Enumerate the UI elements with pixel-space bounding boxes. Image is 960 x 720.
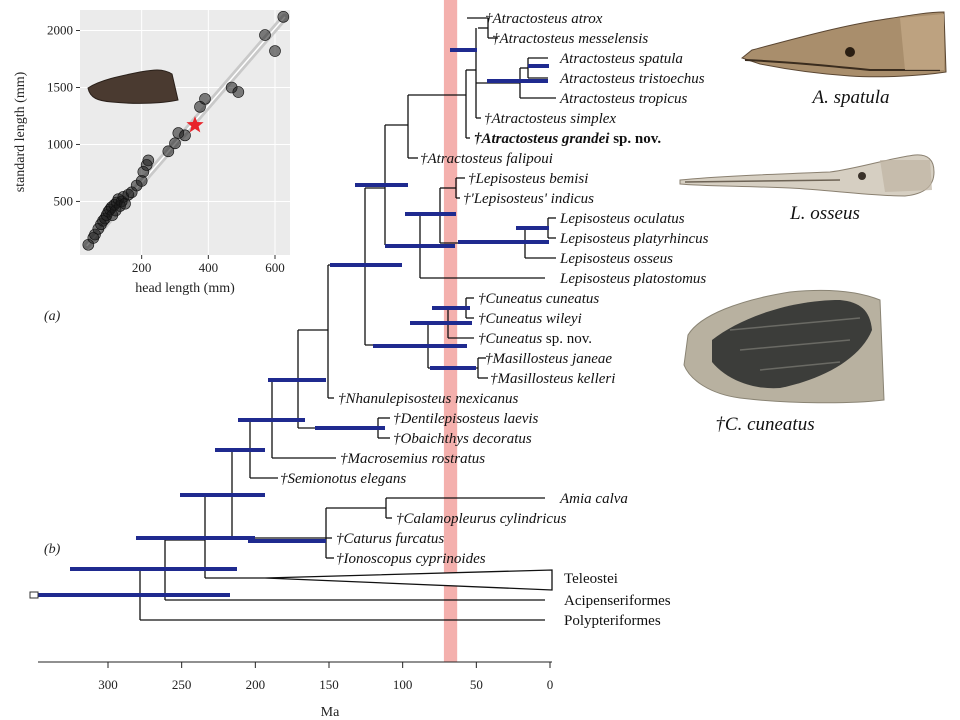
panel-label-b: (b) bbox=[44, 542, 61, 557]
scatter-point bbox=[162, 145, 175, 158]
panel-label-a: (a) bbox=[44, 309, 61, 324]
scatter-point bbox=[142, 154, 155, 167]
taxon-label: Polypteriformes bbox=[564, 613, 661, 629]
scatter-point bbox=[179, 129, 191, 142]
taxon-label: Lepisosteus platostomus bbox=[559, 271, 706, 287]
a-spatula-skull-photo bbox=[740, 11, 947, 78]
c-cuneatus-fossil-photo bbox=[683, 289, 885, 404]
taxon-label: †Calamopleurus cylindricus bbox=[396, 511, 567, 527]
inset-y-tick-label: 1000 bbox=[47, 136, 73, 151]
taxon-label: Lepisosteus osseus bbox=[559, 251, 673, 267]
inset-y-axis-label: standard length (mm) bbox=[13, 71, 28, 192]
inset-y-tick-label: 500 bbox=[54, 193, 74, 208]
divergence-confidence-bars bbox=[29, 48, 549, 599]
inset-x-tick-label: 400 bbox=[199, 260, 219, 275]
taxon-label: †Atractosteus messelensis bbox=[492, 31, 648, 47]
scatter-point bbox=[199, 93, 211, 105]
time-tick-label: 50 bbox=[470, 677, 483, 692]
taxon-label: †Lepisosteus bemisi bbox=[468, 171, 588, 187]
taxon-label: Atractosteus tropicus bbox=[559, 91, 688, 107]
taxon-label: †Masillosteus janeae bbox=[485, 351, 612, 367]
time-axis-label: Ma bbox=[321, 705, 340, 720]
taxon-labels: †Atractosteus atrox †Atractosteus messel… bbox=[280, 11, 709, 629]
scatter-point bbox=[259, 29, 271, 41]
taxon-label: †Cuneatus sp. nov. bbox=[478, 331, 592, 347]
scatter-point bbox=[277, 11, 290, 23]
taxon-label: †Nhanulepisosteus mexicanus bbox=[338, 391, 519, 407]
l-osseus-caption: L. osseus bbox=[789, 203, 860, 224]
inset-y-tick-label: 1500 bbox=[47, 79, 73, 94]
taxon-label: †Masillosteus kelleri bbox=[490, 371, 615, 387]
taxon-label: Teleostei bbox=[564, 571, 618, 587]
taxon-label: †Cuneatus cuneatus bbox=[478, 291, 599, 307]
taxon-label: Amia calva bbox=[559, 491, 628, 507]
taxon-label-new-species: †Atractosteus grandei sp. nov. bbox=[474, 131, 661, 147]
taxon-label: †Semionotus elegans bbox=[280, 471, 406, 487]
time-tick-label: 300 bbox=[98, 677, 118, 692]
taxon-label: †'Lepisosteus' indicus bbox=[463, 191, 594, 207]
inset-y-tick-label: 2000 bbox=[47, 23, 73, 38]
kpg-highlight-band bbox=[443, 0, 458, 662]
scatter-point bbox=[269, 45, 281, 57]
jaw-fossil-photo bbox=[87, 69, 179, 104]
inset-scatter-chart: 200 400 600 500 1000 1500 2000 head length (mm… bbox=[13, 10, 290, 296]
taxon-label: †Atractosteus falipoui bbox=[420, 151, 553, 167]
taxon-label: †Ionoscopus cyprinoides bbox=[336, 551, 486, 567]
highlight-star-point bbox=[186, 116, 204, 133]
taxon-label: Lepisosteus oculatus bbox=[559, 211, 685, 227]
time-axis: 300 250 200 150 100 50 0 Ma bbox=[38, 661, 554, 720]
time-tick-label: 250 bbox=[172, 677, 192, 692]
taxon-label: †Caturus furcatus bbox=[336, 531, 444, 547]
taxon-label: †Macrosemius rostratus bbox=[340, 451, 485, 467]
inset-x-axis-label: head length (mm) bbox=[135, 281, 235, 296]
taxon-label: †Dentilepisosteus laevis bbox=[393, 411, 539, 427]
taxon-label: †Atractosteus simplex bbox=[484, 111, 616, 127]
taxon-label: Acipenseriformes bbox=[564, 593, 671, 609]
taxon-label: Atractosteus tristoechus bbox=[559, 71, 705, 87]
taxon-label: Lepisosteus platyrhincus bbox=[559, 231, 709, 247]
c-cuneatus-caption: †C. cuneatus bbox=[715, 414, 814, 435]
taxon-label: †Cuneatus wileyi bbox=[478, 311, 582, 327]
a-spatula-caption: A. spatula bbox=[810, 87, 889, 108]
inset-x-tick-label: 200 bbox=[132, 260, 152, 275]
l-osseus-skull-photo bbox=[679, 154, 935, 197]
time-tick-label: 0 bbox=[547, 677, 554, 692]
time-tick-label: 150 bbox=[319, 677, 339, 692]
scatter-point bbox=[169, 137, 181, 150]
time-tick-label: 200 bbox=[246, 677, 266, 692]
taxon-label: †Atractosteus atrox bbox=[485, 11, 603, 27]
inset-x-tick-label: 600 bbox=[265, 260, 285, 275]
time-tick-label: 100 bbox=[393, 677, 413, 692]
taxon-label: Atractosteus spatula bbox=[559, 51, 683, 67]
scatter-point bbox=[232, 86, 245, 98]
taxon-label: †Obaichthys decoratus bbox=[393, 431, 532, 447]
